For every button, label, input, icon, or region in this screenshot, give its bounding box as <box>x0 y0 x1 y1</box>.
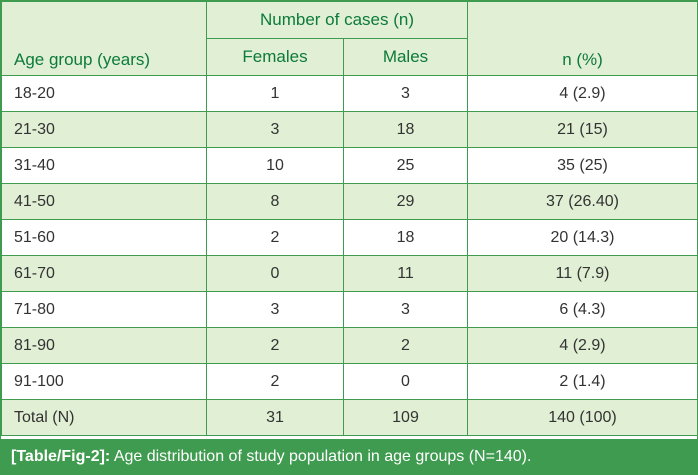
age-group-cell: Total (N) <box>1 399 207 436</box>
females-cell: 3 <box>206 111 344 148</box>
table-row: 41-50 8 29 37 (26.40) <box>1 183 698 220</box>
n-percent-cell: 6 (4.3) <box>467 291 698 328</box>
n-percent-cell: 2 (1.4) <box>467 363 698 400</box>
females-cell: 2 <box>206 363 344 400</box>
males-cell: 3 <box>343 291 468 328</box>
males-cell: 25 <box>343 147 468 184</box>
age-group-cell: 41-50 <box>1 183 207 220</box>
figure-caption: [Table/Fig-2]: Age distribution of study… <box>1 439 697 474</box>
females-cell: 0 <box>206 255 344 292</box>
n-percent-cell: 20 (14.3) <box>467 219 698 256</box>
age-group-cell: 51-60 <box>1 219 207 256</box>
n-percent-cell: 11 (7.9) <box>467 255 698 292</box>
males-cell: 18 <box>343 219 468 256</box>
females-cell: 8 <box>206 183 344 220</box>
males-cell: 3 <box>343 75 468 112</box>
females-cell: 2 <box>206 327 344 364</box>
males-header: Males <box>343 38 468 76</box>
caption-label: [Table/Fig-2]: <box>11 448 111 465</box>
males-cell: 11 <box>343 255 468 292</box>
females-cell: 31 <box>206 399 344 436</box>
males-cell: 0 <box>343 363 468 400</box>
n-percent-cell: 4 (2.9) <box>467 75 698 112</box>
table-row: 81-90 2 2 4 (2.9) <box>1 327 698 364</box>
males-cell: 18 <box>343 111 468 148</box>
n-percent-cell: 35 (25) <box>467 147 698 184</box>
females-cell: 1 <box>206 75 344 112</box>
table-row: 21-30 3 18 21 (15) <box>1 111 698 148</box>
age-group-cell: 61-70 <box>1 255 207 292</box>
table-row: 31-40 10 25 35 (25) <box>1 147 698 184</box>
males-cell: 109 <box>343 399 468 436</box>
age-group-cell: 31-40 <box>1 147 207 184</box>
n-percent-cell: 4 (2.9) <box>467 327 698 364</box>
n-percent-cell: 37 (26.40) <box>467 183 698 220</box>
females-cell: 10 <box>206 147 344 184</box>
table-row: Total (N) 31 109 140 (100) <box>1 399 698 436</box>
age-distribution-table: Age group (years) Number of cases (n) n … <box>1 1 698 436</box>
table-body: 18-20 1 3 4 (2.9) 21-30 3 18 21 (15) 31-40 10 25 35… <box>1 75 698 436</box>
table-row: 71-80 3 3 6 (4.3) <box>1 291 698 328</box>
females-cell: 2 <box>206 219 344 256</box>
age-group-header: Age group (years) <box>1 1 207 76</box>
age-group-cell: 18-20 <box>1 75 207 112</box>
males-cell: 29 <box>343 183 468 220</box>
age-group-cell: 91-100 <box>1 363 207 400</box>
age-group-cell: 21-30 <box>1 111 207 148</box>
table-row: 51-60 2 18 20 (14.3) <box>1 219 698 256</box>
table-row: 18-20 1 3 4 (2.9) <box>1 75 698 112</box>
table-header: Age group (years) Number of cases (n) n … <box>1 1 698 76</box>
number-of-cases-header: Number of cases (n) <box>206 1 468 39</box>
n-percent-cell: 140 (100) <box>467 399 698 436</box>
caption-text: Age distribution of study population in … <box>110 448 532 465</box>
females-header: Females <box>206 38 344 76</box>
females-cell: 3 <box>206 291 344 328</box>
n-percent-header: n (%) <box>467 1 698 76</box>
males-cell: 2 <box>343 327 468 364</box>
age-group-cell: 81-90 <box>1 327 207 364</box>
age-group-cell: 71-80 <box>1 291 207 328</box>
table-row: 61-70 0 11 11 (7.9) <box>1 255 698 292</box>
table-row: 91-100 2 0 2 (1.4) <box>1 363 698 400</box>
n-percent-cell: 21 (15) <box>467 111 698 148</box>
